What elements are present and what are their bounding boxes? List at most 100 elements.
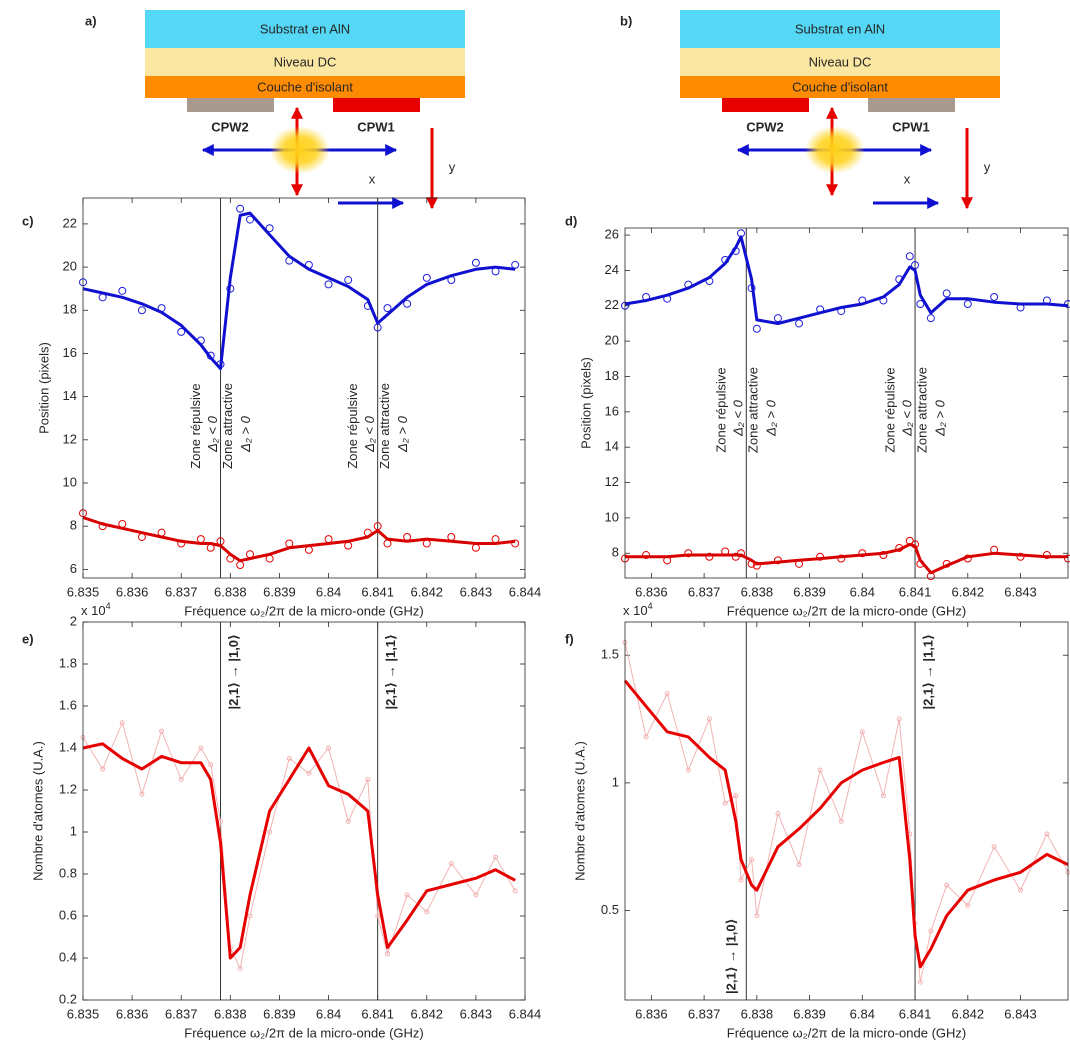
panel-label: a) [85, 13, 97, 28]
data-point [237, 966, 243, 971]
axis-y-label: y [449, 159, 456, 174]
atom-cloud [805, 126, 865, 174]
zone-label: Zone attractive [220, 383, 235, 469]
data-point [247, 913, 253, 919]
x-tick-label: 6.841 [361, 584, 394, 599]
x-tick-label: 6.838 [214, 584, 247, 599]
data-point [775, 811, 781, 817]
data-point [265, 224, 274, 233]
x-tick-label: 6.835 [67, 584, 100, 599]
x-tick-label: 6.837 [688, 584, 721, 599]
x-tick-label: 6.843 [1004, 584, 1037, 599]
layer-label: Couche d'isolant [257, 79, 353, 94]
layer [145, 48, 465, 76]
zone-label: Zone attractive [377, 383, 392, 469]
y-tick-label: 24 [605, 262, 619, 277]
layer-label: Substrat en AlN [260, 21, 350, 36]
data-point [324, 280, 333, 289]
x-tick-label: 6.838 [214, 1006, 247, 1021]
y-tick-label: 16 [605, 403, 619, 418]
data-point [796, 862, 802, 868]
data-point [917, 979, 923, 985]
y-tick-label: 1.8 [59, 655, 77, 670]
x-tick-label: 6.844 [509, 1006, 542, 1021]
electrode [333, 98, 420, 112]
data-point [365, 777, 371, 782]
x-tick-label: 6.837 [165, 584, 198, 599]
plot-frame [624, 227, 1069, 579]
y-multiplier: x 104 [623, 601, 653, 618]
data-point [422, 273, 431, 282]
data-point [384, 951, 390, 957]
data-point [306, 770, 312, 776]
data-point [403, 299, 412, 308]
x-tick-label: 6.842 [411, 584, 444, 599]
data-point [926, 314, 935, 323]
x-tick-label: 6.835 [67, 1006, 100, 1021]
data-point [706, 716, 712, 722]
data-point [422, 539, 431, 548]
data-point [511, 260, 520, 269]
y-tick-label: 1.6 [59, 697, 77, 712]
data-point [512, 888, 518, 894]
data-point [177, 327, 186, 336]
x-tick-label: 6.84 [316, 584, 341, 599]
transition-label: |2,1⟩ → |1,0⟩ [226, 634, 241, 710]
zone-label: Zone répulsive [714, 367, 729, 452]
y-tick-label: 2 [70, 613, 77, 628]
y-axis-label: Position (pixels) [36, 342, 51, 434]
x-tick-label: 6.84 [850, 584, 875, 599]
x-tick-label: 6.839 [793, 1006, 826, 1021]
x-tick-label: 6.844 [509, 584, 542, 599]
zone-delta: Δ₂ > 0 [764, 399, 779, 436]
data-point [383, 304, 392, 313]
x-tick-label: 6.836 [635, 584, 668, 599]
x-tick-label: 6.839 [793, 584, 826, 599]
data-point [705, 552, 714, 561]
electrode [868, 98, 955, 112]
data-point [286, 756, 292, 761]
data-point [1018, 887, 1024, 893]
transition-label: |2,1⟩ → |1,1⟩ [383, 634, 398, 710]
data-point [448, 861, 454, 866]
x-axis-label: Fréquence ω₂/2π de la micro-onde (GHz) [727, 1025, 966, 1040]
x-tick-label: 6.841 [361, 1006, 394, 1021]
atom-cloud [270, 126, 330, 174]
panel-label: d) [565, 213, 577, 228]
data-point [722, 800, 728, 806]
data-point [752, 324, 761, 333]
data-point [137, 306, 146, 315]
y-tick-label: 12 [63, 431, 77, 446]
data-point [139, 791, 145, 797]
electrode [187, 98, 274, 112]
data-point [965, 903, 971, 908]
data-point [859, 729, 865, 735]
data-point [196, 535, 205, 544]
x-axis-label: Fréquence ω₂/2π de la micro-onde (GHz) [727, 603, 966, 618]
x-tick-label: 6.837 [165, 1006, 198, 1021]
x-tick-label: 6.842 [952, 584, 985, 599]
y-tick-label: 1.4 [59, 739, 77, 754]
data-point [404, 892, 410, 898]
y-tick-label: 18 [605, 368, 619, 383]
data-point [838, 818, 844, 824]
electrode-label: CPW2 [211, 119, 249, 134]
layer-label: Niveau DC [809, 54, 872, 69]
zone-delta: Δ₂ < 0 [731, 399, 746, 436]
y-tick-label: 18 [63, 302, 77, 317]
data-point [198, 745, 204, 751]
data-point [1044, 831, 1050, 837]
electrode-label: CPW1 [892, 119, 930, 134]
panel-label: f) [565, 631, 574, 646]
x-tick-label: 6.843 [460, 1006, 493, 1021]
x-tick-label: 6.838 [741, 1006, 774, 1021]
y-tick-label: 10 [605, 509, 619, 524]
data-point [424, 909, 430, 915]
x-tick-label: 6.839 [263, 584, 296, 599]
axis-y-label: y [984, 159, 991, 174]
transition-label: |2,1⟩ → |1,1⟩ [920, 634, 935, 710]
y-tick-label: 14 [605, 439, 619, 454]
y-multiplier-exponent: 4 [106, 601, 111, 611]
electrode-label: CPW1 [357, 119, 395, 134]
